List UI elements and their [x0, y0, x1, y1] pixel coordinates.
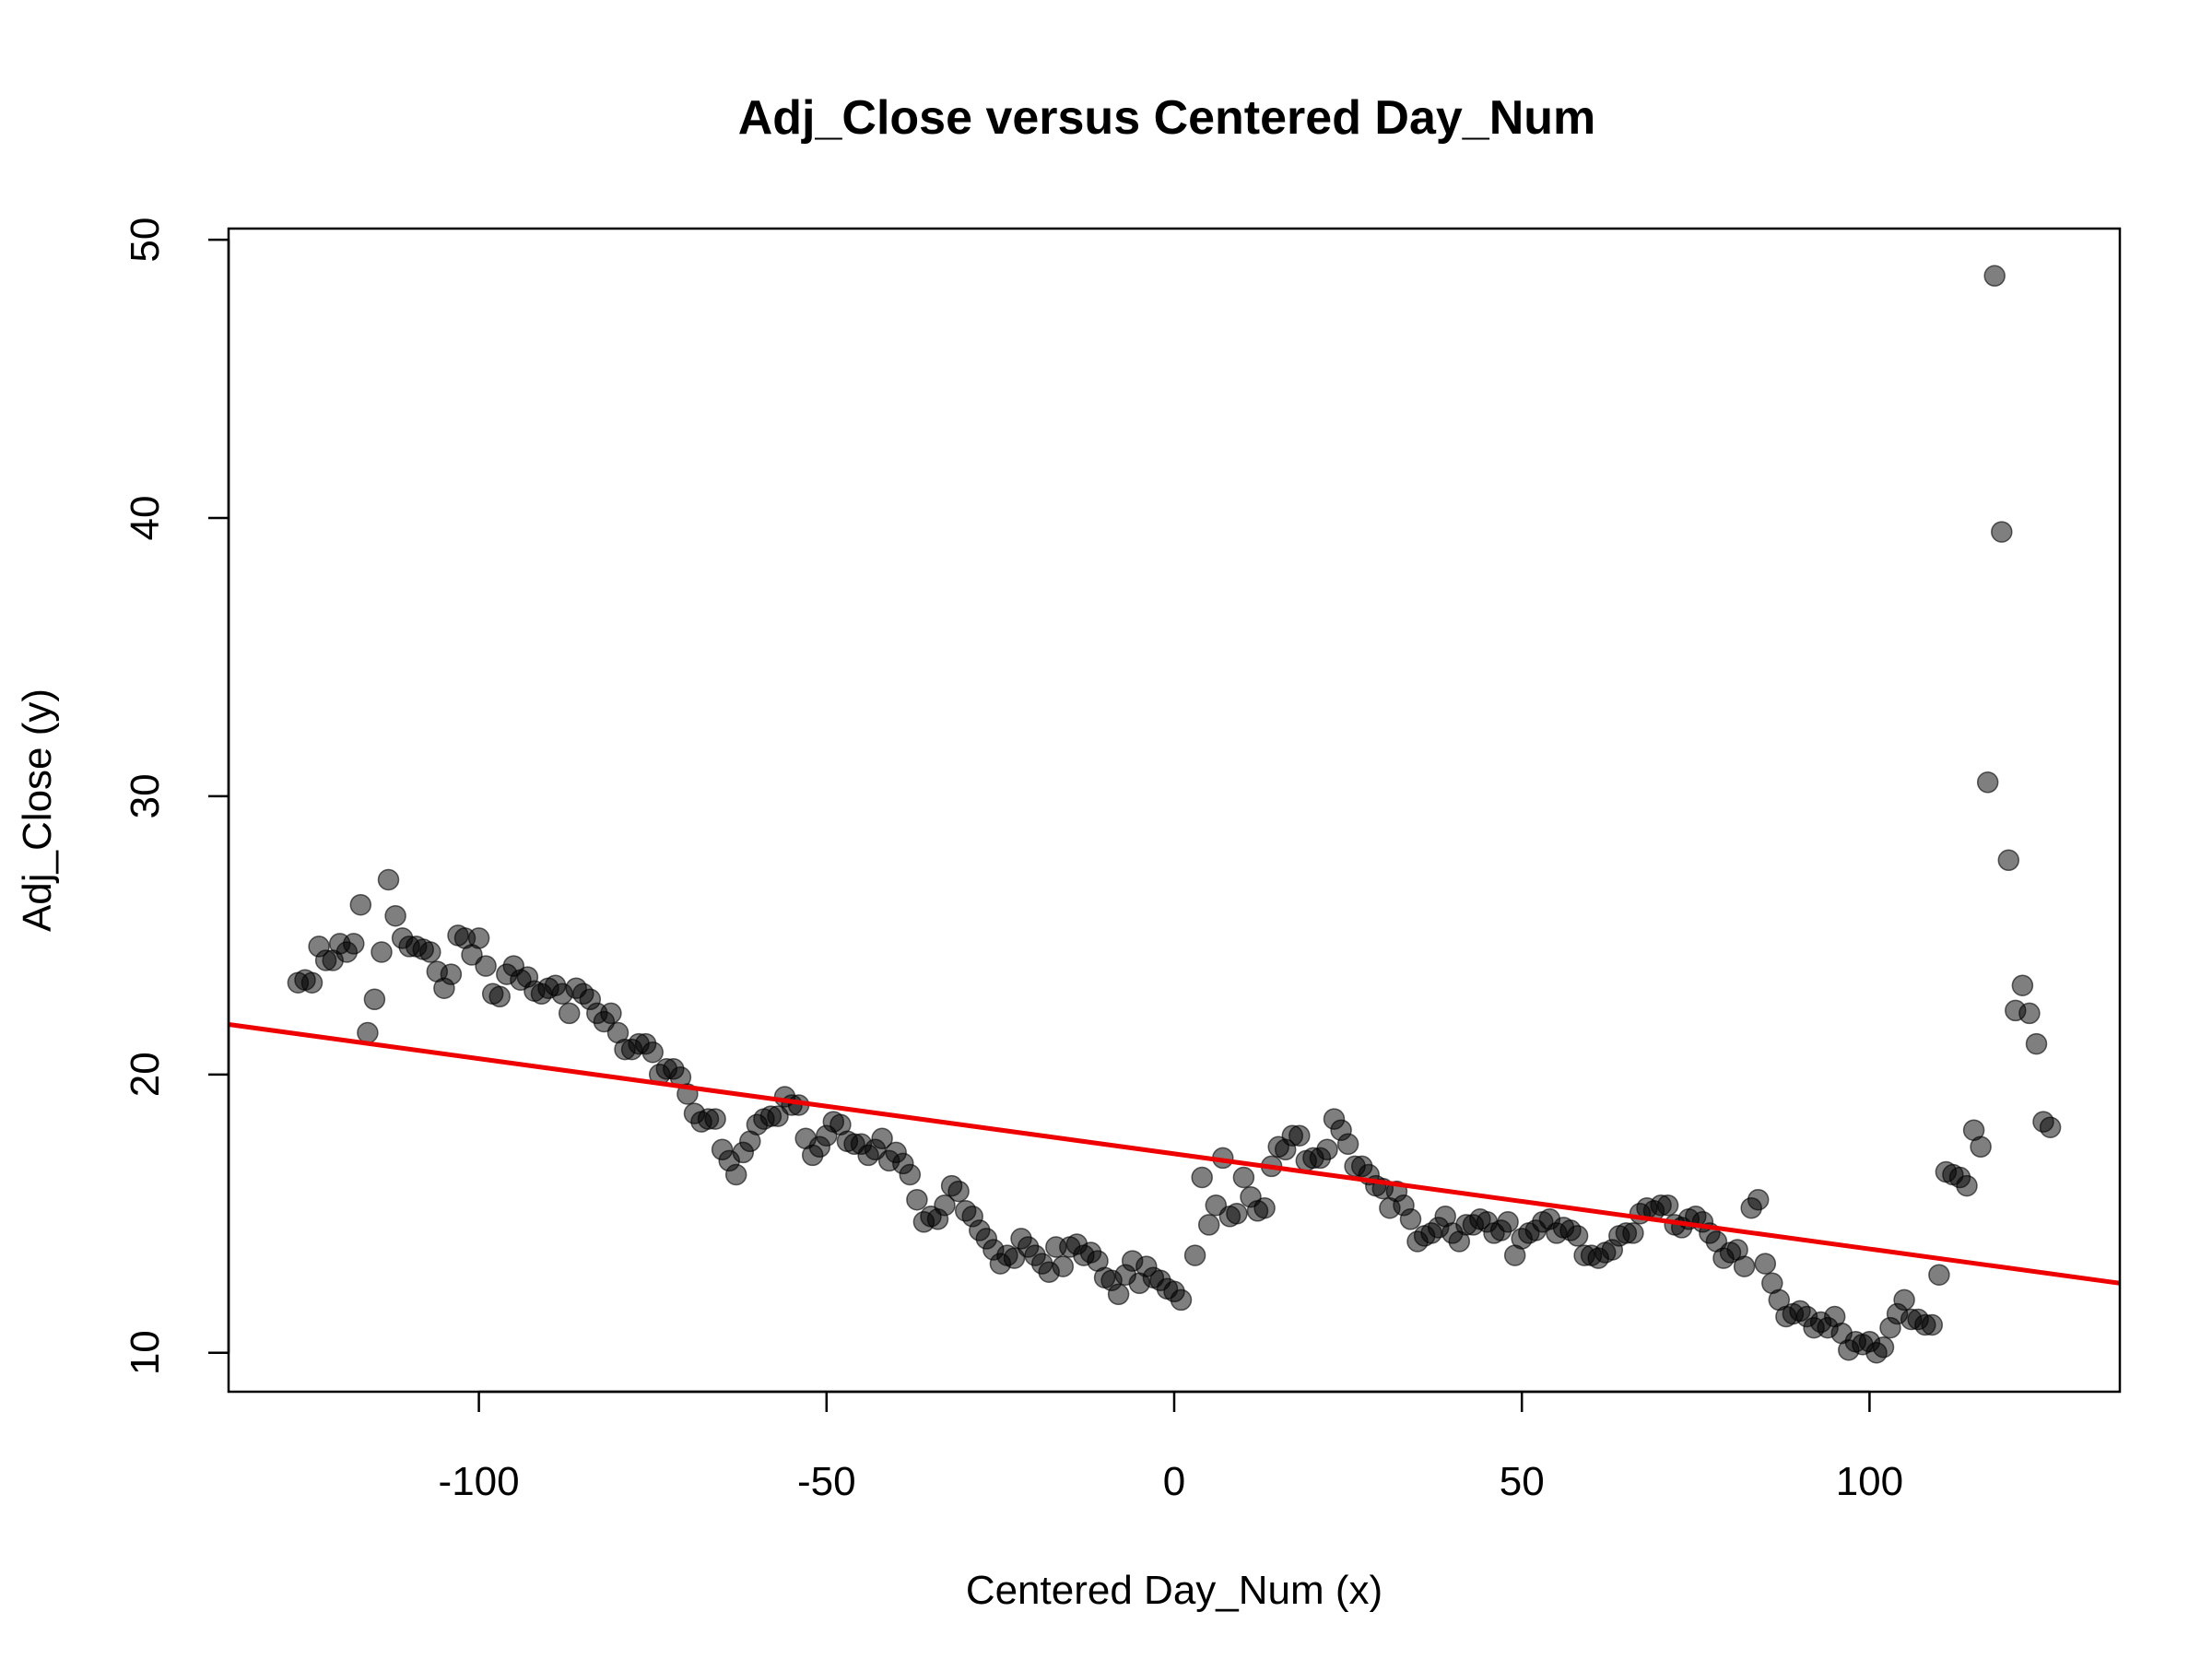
data-point [1872, 1335, 1895, 1359]
data-point [871, 1127, 893, 1150]
chart-title: Adj_Close versus Centered Day_Num [738, 91, 1596, 145]
data-point [2011, 974, 2034, 996]
data-point [467, 927, 490, 949]
y-tick-label: 20 [123, 1052, 168, 1097]
data-point [934, 1194, 956, 1217]
data-point [1622, 1222, 1644, 1244]
x-tick-label: 50 [1500, 1459, 1545, 1504]
y-axis-label: Adj_Close (y) [15, 688, 60, 932]
regression-line [228, 1021, 2121, 1286]
data-point [1316, 1138, 1338, 1161]
data-point [558, 1002, 581, 1025]
data-point [1991, 521, 2013, 543]
data-point [1733, 1255, 1756, 1277]
data-point [600, 1002, 622, 1025]
data-point [300, 971, 324, 994]
data-point [1170, 1288, 1193, 1312]
data-point [419, 941, 441, 963]
data-point [1226, 1203, 1248, 1225]
data-point [947, 1180, 970, 1203]
x-axis: -100 -50 0 50 100 [439, 1390, 1903, 1504]
data-point [1197, 1214, 1220, 1236]
data-point [1928, 1264, 1950, 1286]
data-point [1288, 1124, 1311, 1147]
data-point [1921, 1313, 1944, 1336]
data-point [1566, 1225, 1589, 1247]
data-point [2018, 1002, 2041, 1025]
data-point [1107, 1283, 1130, 1306]
data-point [1976, 771, 1999, 794]
y-tick-label: 50 [123, 218, 168, 263]
data-point [1232, 1166, 1255, 1189]
data-point [1754, 1253, 1777, 1275]
data-points [287, 265, 2062, 1364]
y-tick-label: 10 [123, 1330, 168, 1375]
data-point [641, 1041, 664, 1064]
data-point [899, 1163, 922, 1186]
data-point [384, 904, 406, 927]
data-point [1052, 1255, 1075, 1277]
plot-frame [227, 227, 2122, 1394]
data-point [1997, 849, 2020, 872]
x-tick-label: -100 [439, 1459, 520, 1504]
x-axis-label: Centered Day_Num (x) [966, 1568, 1382, 1613]
data-point [1656, 1194, 1679, 1217]
data-point [1253, 1196, 1276, 1219]
data-point [349, 893, 372, 916]
y-tick-label: 40 [123, 496, 168, 541]
data-point [475, 955, 497, 977]
data-point [1983, 265, 2006, 288]
data-point [704, 1108, 726, 1130]
x-tick-label: 100 [1836, 1459, 1903, 1504]
data-point [1893, 1288, 1915, 1312]
data-point [371, 941, 393, 963]
data-point [363, 988, 386, 1011]
x-tick-label: -50 [797, 1459, 856, 1504]
data-point [357, 1021, 379, 1044]
data-point [1497, 1211, 1519, 1233]
data-point [488, 985, 511, 1008]
data-point [1399, 1208, 1422, 1230]
data-point [1183, 1244, 1206, 1266]
data-point [377, 868, 400, 891]
data-point [1956, 1174, 1978, 1197]
data-point [343, 933, 365, 955]
data-point [1970, 1135, 1992, 1159]
data-point [2039, 1116, 2062, 1138]
data-point [724, 1163, 747, 1186]
y-tick-label: 30 [123, 773, 168, 818]
data-point [1747, 1188, 1770, 1211]
data-point [1191, 1166, 1213, 1189]
x-tick-label: 0 [1163, 1459, 1185, 1504]
data-point [2025, 1032, 2048, 1055]
y-axis: 10 20 30 40 50 [123, 218, 230, 1375]
data-point [1336, 1133, 1359, 1156]
data-point [906, 1188, 928, 1211]
data-point [440, 963, 463, 985]
